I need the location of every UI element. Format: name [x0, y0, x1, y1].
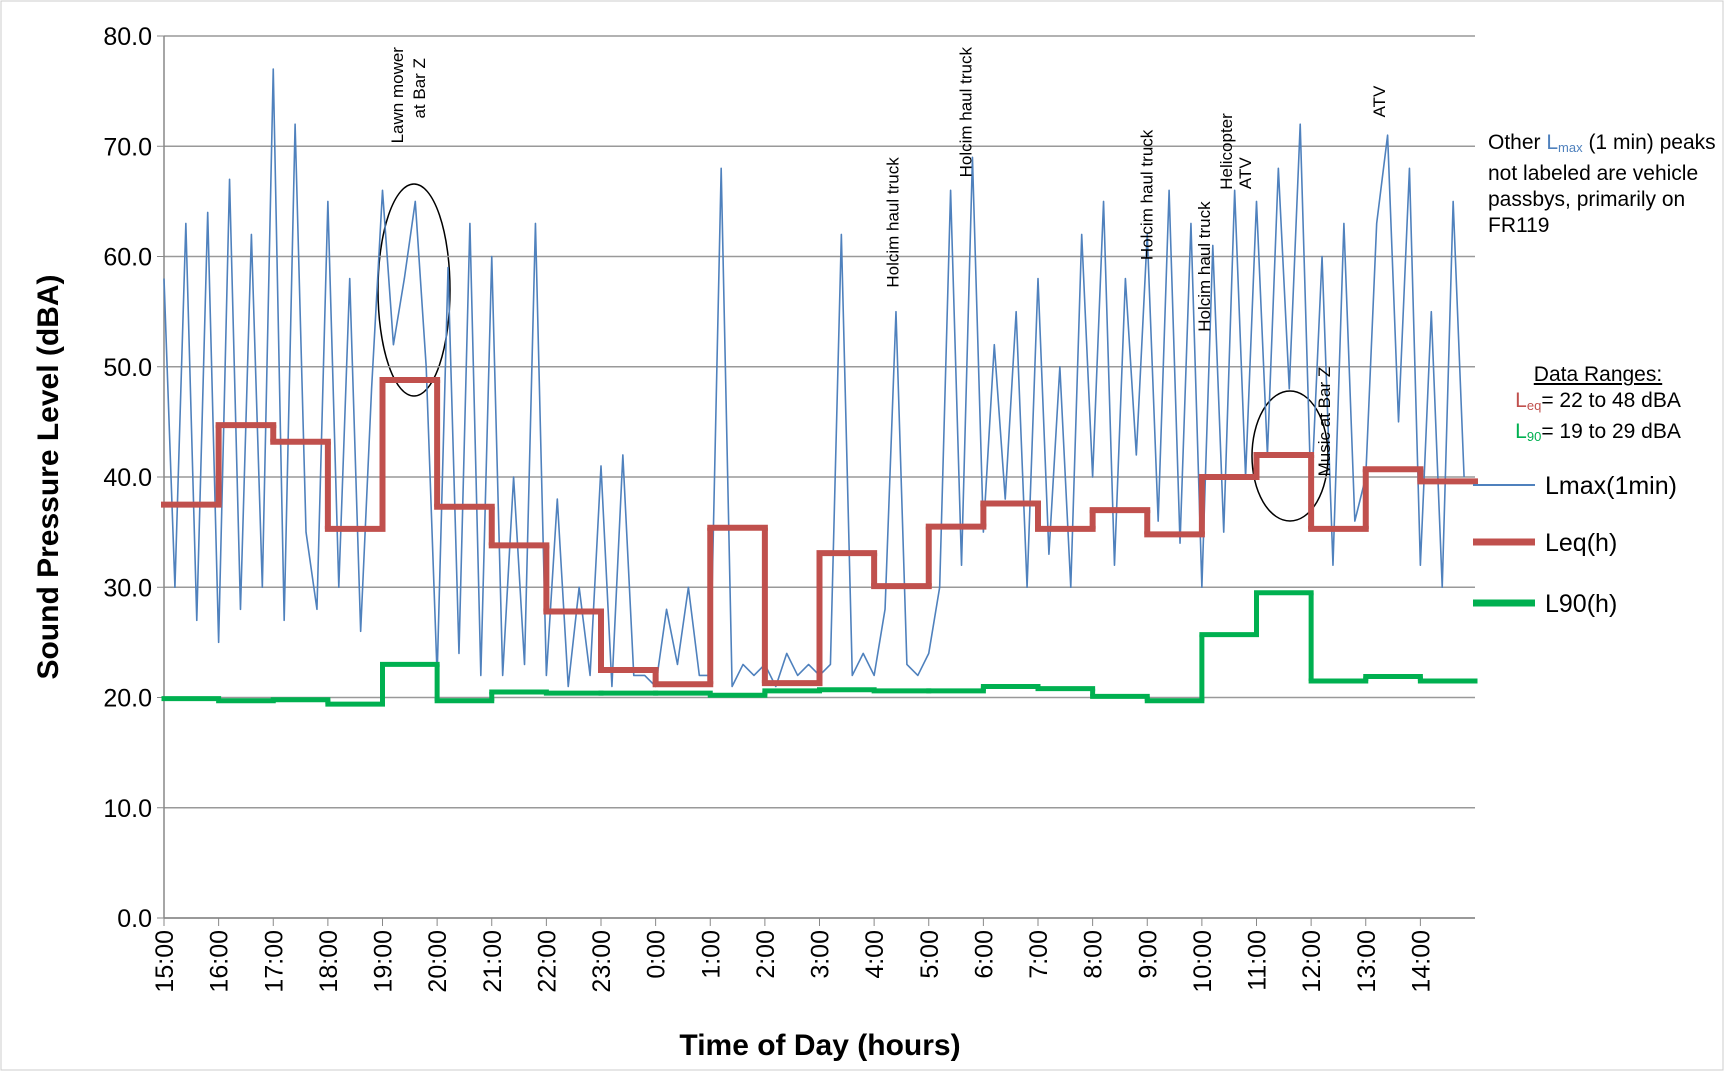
range-subscript: 90 — [1526, 429, 1542, 444]
x-tick-label: 20:00 — [424, 930, 452, 993]
y-tick-label: 20.0 — [103, 685, 152, 713]
range-symbol: L — [1515, 389, 1527, 412]
x-tick-label: 12:00 — [1298, 930, 1326, 993]
x-tick-label: 5:00 — [916, 930, 944, 979]
x-tick-label: 3:00 — [807, 930, 835, 979]
annotation: Music at Bar Z — [1315, 367, 1334, 477]
x-tick-label: 14:00 — [1407, 930, 1435, 993]
x-tick-label: 21:00 — [479, 930, 507, 993]
y-tick-label: 80.0 — [103, 23, 152, 51]
annotation: Holcim haul truck — [1138, 129, 1157, 260]
legend-label: Lmax(1min) — [1545, 472, 1677, 500]
series-line — [163, 68, 1465, 688]
x-tick-label: 2:00 — [752, 930, 780, 979]
legend-label: L90(h) — [1545, 590, 1617, 618]
y-tick-label: 70.0 — [103, 133, 152, 161]
x-tick-label: 18:00 — [315, 930, 343, 993]
x-tick-label: 4:00 — [861, 930, 889, 979]
x-tick-label: 1:00 — [697, 930, 725, 979]
x-tick-label: 7:00 — [1025, 930, 1053, 979]
x-tick-label: 19:00 — [370, 930, 398, 993]
range-line: Leq= 22 to 48 dBA — [1488, 388, 1708, 419]
ranges-title: Data Ranges: — [1533, 363, 1663, 386]
annotation: ATV — [1370, 85, 1389, 117]
x-tick-label: 0:00 — [643, 930, 671, 979]
annotation: Holcim haul truck — [956, 47, 975, 178]
range-text: = 19 to 29 dBA — [1541, 420, 1681, 443]
annotation: Holcim haul truck — [1195, 201, 1214, 332]
y-tick-label: 50.0 — [103, 354, 152, 382]
x-tick-label: 15:00 — [151, 930, 179, 993]
x-tick-label: 17:00 — [260, 930, 288, 993]
x-tick-label: 16:00 — [206, 930, 234, 993]
annotation: Helicopter — [1217, 113, 1236, 190]
x-tick-label: 23:00 — [588, 930, 616, 993]
y-tick-label: 30.0 — [103, 574, 152, 602]
x-tick-label: 11:00 — [1244, 930, 1272, 991]
x-axis-title: Time of Day (hours) — [679, 1029, 960, 1062]
y-axis-title: Sound Pressure Level (dBA) — [32, 274, 65, 679]
y-tick-label: 40.0 — [103, 464, 152, 492]
y-tick-label: 10.0 — [103, 795, 152, 823]
range-symbol: L — [1515, 420, 1527, 443]
x-tick-label: 22:00 — [533, 930, 561, 993]
range-text: = 22 to 48 dBA — [1541, 389, 1681, 412]
annotation: at Bar Z — [410, 58, 429, 118]
annotation: Lawn mower — [388, 47, 407, 144]
side-note: Other Lmax (1 min) peaks not labeled are… — [1488, 130, 1718, 239]
highlight-ellipse — [1251, 390, 1329, 522]
note-text: (1 min) peaks not labeled are vehicle pa… — [1488, 131, 1716, 237]
x-tick-label: 10:00 — [1189, 930, 1217, 993]
y-tick-label: 60.0 — [103, 244, 152, 272]
x-tick-label: 9:00 — [1134, 930, 1162, 979]
range-line: L90= 19 to 29 dBA — [1488, 419, 1708, 450]
y-tick-label: 0.0 — [117, 905, 152, 933]
x-tick-label: 13:00 — [1353, 930, 1381, 993]
legend-label: Leq(h) — [1545, 529, 1617, 557]
note-symbol: L — [1546, 131, 1559, 154]
x-tick-label: 6:00 — [970, 930, 998, 979]
note-subscript: max — [1558, 140, 1583, 155]
annotation: ATV — [1236, 157, 1255, 189]
annotation: Holcim haul truck — [884, 157, 903, 288]
x-tick-label: 8:00 — [1080, 930, 1108, 979]
highlight-ellipse — [377, 183, 451, 397]
note-text: Other — [1488, 131, 1547, 154]
data-ranges: Data Ranges: Leq= 22 to 48 dBA L90= 19 to … — [1488, 362, 1708, 450]
range-subscript: eq — [1526, 398, 1542, 413]
